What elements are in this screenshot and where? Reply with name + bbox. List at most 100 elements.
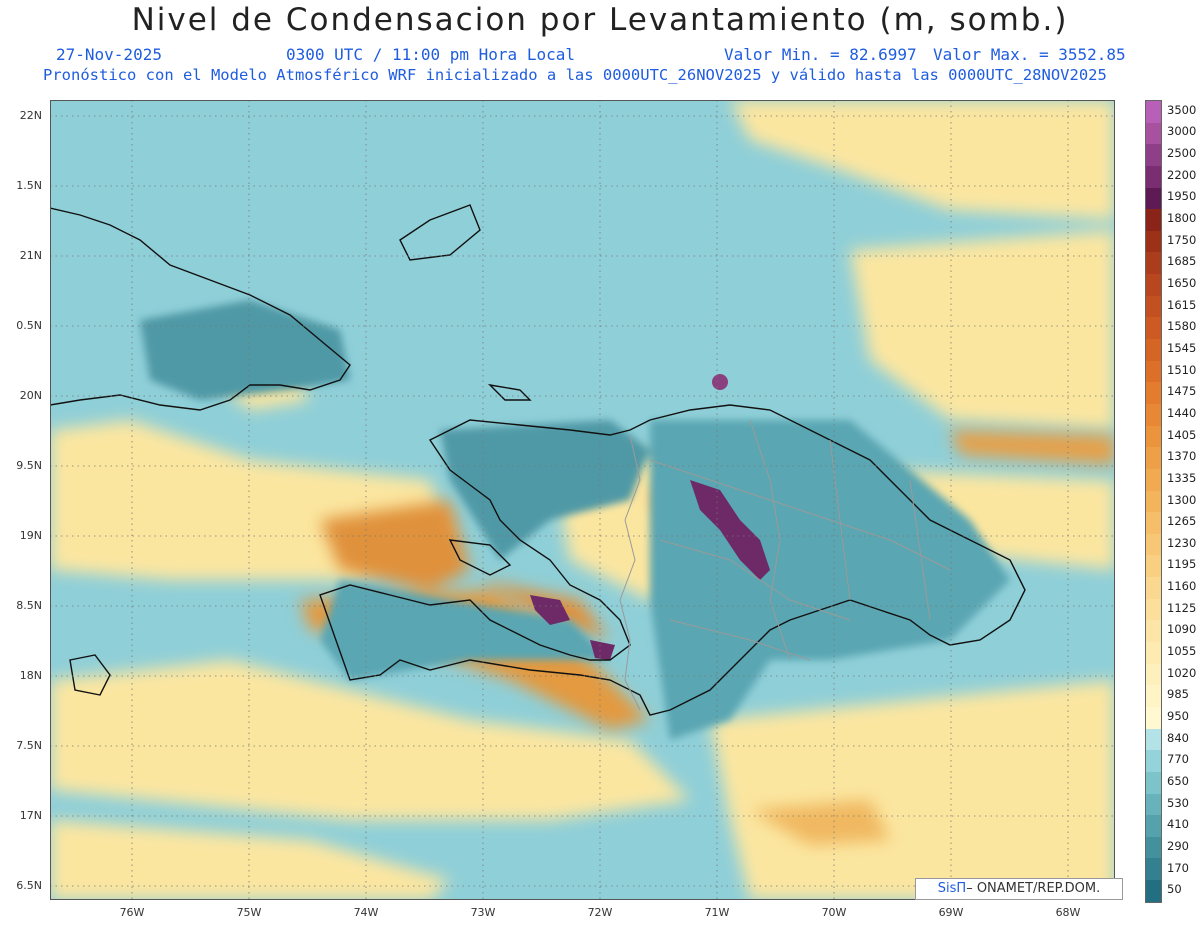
colorbar-label: 3500 bbox=[1167, 102, 1197, 117]
colorbar-swatch bbox=[1146, 620, 1161, 643]
colorbar-swatch bbox=[1146, 144, 1161, 166]
colorbar-swatch bbox=[1146, 771, 1161, 794]
colorbar-label: 410 bbox=[1167, 817, 1189, 832]
colorbar-label: 1055 bbox=[1167, 644, 1197, 659]
model-info: Pronóstico con el Modelo Atmosférico WRF… bbox=[43, 66, 1107, 84]
colorbar-label: 950 bbox=[1167, 708, 1189, 723]
colorbar-swatch bbox=[1146, 187, 1161, 210]
colorbar-label: 1545 bbox=[1167, 340, 1197, 355]
colorbar-swatch bbox=[1146, 836, 1161, 859]
lon-label: 76W bbox=[119, 906, 145, 919]
colorbar-swatch bbox=[1146, 252, 1161, 275]
lat-label: 18N bbox=[19, 669, 42, 682]
colorbar bbox=[1145, 100, 1162, 903]
colorbar-label: 1475 bbox=[1167, 384, 1197, 399]
internal-borders bbox=[619, 419, 951, 711]
colorbar-swatch bbox=[1146, 642, 1161, 664]
colorbar-swatch bbox=[1146, 858, 1161, 881]
colorbar-label: 2200 bbox=[1167, 167, 1197, 182]
colorbar-label: 1300 bbox=[1167, 492, 1197, 507]
lon-label: 75W bbox=[236, 906, 262, 919]
colorbar-label: 3000 bbox=[1167, 124, 1197, 139]
colorbar-label: 840 bbox=[1167, 730, 1189, 745]
colorbar-swatch bbox=[1146, 490, 1161, 513]
colorbar-swatch bbox=[1146, 468, 1161, 491]
map-panel bbox=[50, 100, 1115, 900]
credit-badge: SisΠ– ONAMET/REP.DOM. bbox=[915, 878, 1123, 900]
colorbar-swatch bbox=[1146, 339, 1161, 361]
colorbar-swatch bbox=[1146, 447, 1161, 469]
lat-label: 17N bbox=[19, 809, 42, 822]
lon-label: 74W bbox=[353, 906, 379, 919]
lon-label: 71W bbox=[704, 906, 730, 919]
colorbar-label: 530 bbox=[1167, 795, 1189, 810]
colorbar-label: 1950 bbox=[1167, 189, 1197, 204]
lat-label: 9.5N bbox=[16, 459, 42, 472]
colorbar-swatch bbox=[1146, 512, 1161, 534]
colorbar-swatch bbox=[1146, 425, 1161, 448]
colorbar-swatch bbox=[1146, 793, 1161, 816]
colorbar-label: 1160 bbox=[1167, 579, 1197, 594]
colorbar-swatch bbox=[1146, 230, 1161, 253]
colorbar-label: 985 bbox=[1167, 687, 1189, 702]
colorbar-label: 1230 bbox=[1167, 535, 1197, 550]
colorbar-swatch bbox=[1146, 815, 1161, 837]
lat-label: 21N bbox=[19, 249, 42, 262]
colorbar-swatch bbox=[1146, 165, 1161, 188]
credit-separator: – bbox=[966, 881, 973, 896]
lat-label: 20N bbox=[19, 389, 42, 402]
lat-label: 22N bbox=[19, 109, 42, 122]
colorbar-label: 1090 bbox=[1167, 622, 1197, 637]
colorbar-swatch bbox=[1146, 750, 1161, 772]
colorbar-label: 1800 bbox=[1167, 211, 1197, 226]
colorbar-label: 1440 bbox=[1167, 405, 1197, 420]
colorbar-label: 2500 bbox=[1167, 146, 1197, 161]
colorbar-label: 290 bbox=[1167, 838, 1189, 853]
map-title: Nivel de Condensacion por Levantamiento … bbox=[131, 2, 1069, 38]
colorbar-swatch bbox=[1146, 685, 1161, 707]
colorbar-label: 1510 bbox=[1167, 362, 1197, 377]
colorbar-swatch bbox=[1146, 403, 1161, 426]
forecast-time: 0300 UTC / 11:00 pm Hora Local bbox=[286, 45, 575, 64]
min-value: Valor Min. = 82.6997 bbox=[724, 45, 917, 64]
colorbar-label: 770 bbox=[1167, 752, 1189, 767]
colorbar-label: 1685 bbox=[1167, 254, 1197, 269]
colorbar-swatch bbox=[1146, 274, 1161, 296]
colorbar-swatch bbox=[1146, 317, 1161, 340]
colorbar-label: 1370 bbox=[1167, 449, 1197, 464]
colorbar-label: 170 bbox=[1167, 860, 1189, 875]
lat-label: 1.5N bbox=[16, 179, 42, 192]
colorbar-label: 1195 bbox=[1167, 557, 1197, 572]
colorbar-label: 1265 bbox=[1167, 514, 1197, 529]
lon-label: 72W bbox=[587, 906, 613, 919]
colorbar-label: 1650 bbox=[1167, 276, 1197, 290]
colorbar-label: 1750 bbox=[1167, 232, 1197, 247]
colorbar-swatch bbox=[1146, 209, 1161, 231]
colorbar-label: 1405 bbox=[1167, 427, 1197, 442]
high-lcl-spots bbox=[530, 374, 770, 660]
colorbar-label: 1125 bbox=[1167, 600, 1197, 615]
colorbar-swatch bbox=[1146, 598, 1161, 621]
colorbar-label: 1580 bbox=[1167, 319, 1197, 334]
lat-label: 6.5N bbox=[16, 879, 42, 892]
colorbar-label: 50 bbox=[1167, 882, 1182, 897]
lon-label: 69W bbox=[938, 906, 964, 919]
colorbar-swatch bbox=[1146, 382, 1161, 404]
credit-brand: SisΠ bbox=[937, 881, 967, 896]
colorbar-swatch bbox=[1146, 295, 1161, 318]
colorbar-swatch bbox=[1146, 533, 1161, 556]
lon-label: 70W bbox=[821, 906, 847, 919]
colorbar-swatch bbox=[1146, 555, 1161, 578]
colorbar-swatch bbox=[1146, 101, 1161, 123]
colorbar-label: 650 bbox=[1167, 773, 1189, 788]
lat-label: 8.5N bbox=[16, 599, 42, 612]
credit-text: ONAMET/REP.DOM. bbox=[972, 881, 1101, 896]
colorbar-swatch bbox=[1146, 706, 1161, 729]
lcl-field-map bbox=[50, 100, 1115, 900]
colorbar-swatch bbox=[1146, 728, 1161, 751]
colorbar-label: 1335 bbox=[1167, 470, 1197, 485]
colorbar-swatch bbox=[1146, 577, 1161, 599]
graticule bbox=[50, 100, 1115, 900]
lon-label: 68W bbox=[1055, 906, 1081, 919]
colorbar-label: 1615 bbox=[1167, 297, 1197, 312]
